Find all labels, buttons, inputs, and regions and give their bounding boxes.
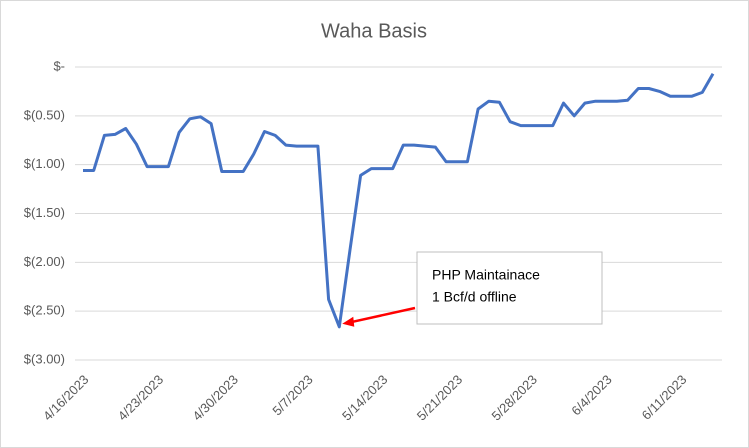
annotation-arrowhead: [342, 316, 355, 327]
annotation-box: [416, 251, 603, 325]
y-tick-label: $(1.00): [24, 156, 65, 171]
annotation-text: PHP Maintainace: [432, 267, 540, 283]
y-tick-label: $(2.00): [24, 254, 65, 269]
chart-title: Waha Basis: [321, 20, 427, 42]
y-tick-label: $(1.50): [24, 205, 65, 220]
annotation-arrow: [350, 306, 416, 324]
y-tick-label: $(2.50): [24, 303, 65, 318]
y-tick-label: $(0.50): [24, 107, 65, 122]
data-line: [83, 73, 715, 329]
annotation-text: 1 Bcf/d offline: [432, 289, 517, 305]
y-tick-label: $(3.00): [24, 351, 65, 366]
y-tick-label: $-: [53, 58, 65, 73]
